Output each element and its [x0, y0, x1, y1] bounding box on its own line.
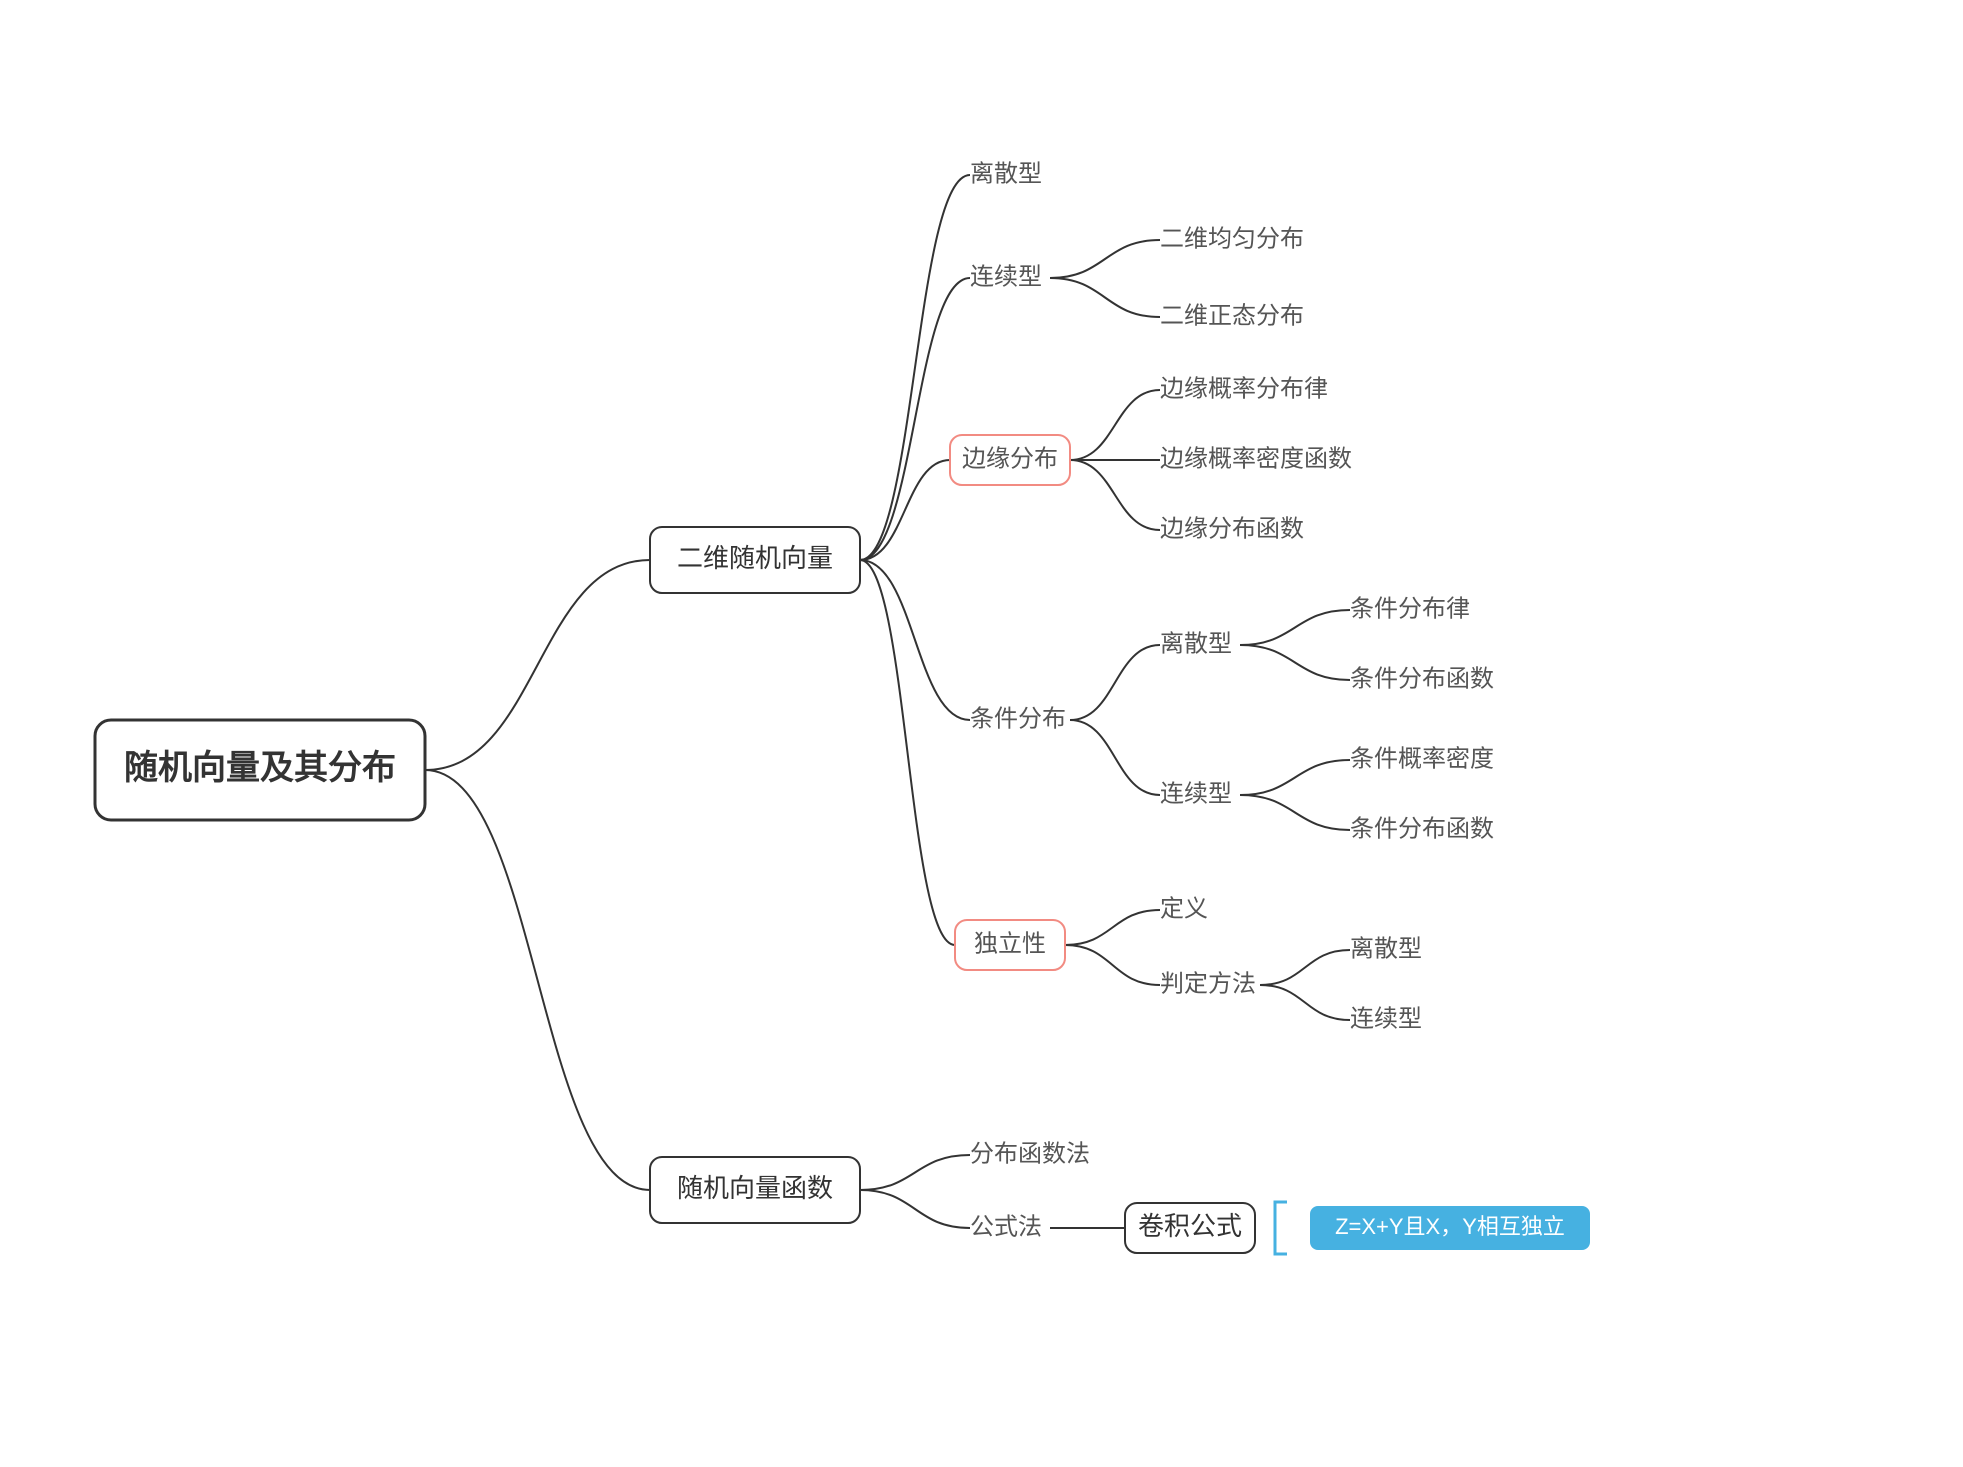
edge-n1e2-n1e2a [1260, 950, 1350, 985]
label-n1a[interactable]: 离散型 [970, 160, 1042, 187]
label-n2: 随机向量函数 [677, 1173, 833, 1203]
edge-n1e-n1e2 [1065, 945, 1160, 985]
edge-n1d2-n1d2a [1240, 760, 1350, 795]
label-n1d2[interactable]: 连续型 [1160, 780, 1232, 807]
edge-n1d1-n1d1b [1240, 645, 1350, 680]
label-n1d2b[interactable]: 条件分布函数 [1350, 815, 1494, 842]
edge-n1c-n1c3 [1070, 460, 1160, 530]
label-n1c1[interactable]: 边缘概率分布律 [1160, 375, 1328, 402]
label-n1d1a[interactable]: 条件分布律 [1350, 595, 1470, 622]
label-n1e2a[interactable]: 离散型 [1350, 935, 1422, 962]
label-n2b[interactable]: 公式法 [970, 1213, 1042, 1240]
nodes-layer: 随机向量及其分布二维随机向量随机向量函数离散型连续型二维均匀分布二维正态分布边缘… [95, 160, 1590, 1253]
bracket-convolution [1275, 1202, 1287, 1254]
label-n1: 二维随机向量 [677, 543, 833, 573]
label-n1e2b[interactable]: 连续型 [1350, 1005, 1422, 1032]
label-n1b1[interactable]: 二维均匀分布 [1160, 225, 1304, 252]
edge-root-n1 [425, 560, 650, 770]
label-n1e1[interactable]: 定义 [1160, 895, 1208, 922]
edge-n2-n2a [860, 1155, 970, 1190]
edge-n1-n1a [860, 175, 970, 560]
edge-n1e-n1e1 [1065, 910, 1160, 945]
edge-n1-n1d [860, 560, 970, 720]
edge-n1-n1c [860, 460, 950, 560]
label-n1c3[interactable]: 边缘分布函数 [1160, 515, 1304, 542]
mindmap-svg: 随机向量及其分布二维随机向量随机向量函数离散型连续型二维均匀分布二维正态分布边缘… [0, 0, 1963, 1467]
label-n1d1b[interactable]: 条件分布函数 [1350, 665, 1494, 692]
label-n1e: 独立性 [974, 930, 1046, 957]
label-n2a[interactable]: 分布函数法 [970, 1140, 1090, 1167]
edges-layer [425, 175, 1350, 1254]
label-tag: Z=X+Y且X，Y相互独立 [1335, 1214, 1565, 1239]
label-n1c2[interactable]: 边缘概率密度函数 [1160, 445, 1352, 472]
edge-n2-n2b [860, 1190, 970, 1228]
edge-n1d-n1d1 [1070, 645, 1160, 720]
edge-n1b-n1b2 [1050, 278, 1160, 317]
label-n1d2a[interactable]: 条件概率密度 [1350, 745, 1494, 772]
label-n1d[interactable]: 条件分布 [970, 705, 1066, 732]
label-n1d1[interactable]: 离散型 [1160, 630, 1232, 657]
edge-n1d-n1d2 [1070, 720, 1160, 795]
edge-root-n2 [425, 770, 650, 1190]
label-n1c: 边缘分布 [962, 445, 1058, 472]
label-n1e2[interactable]: 判定方法 [1160, 970, 1256, 997]
label-root: 随机向量及其分布 [124, 749, 396, 787]
edge-n1c-n1c1 [1070, 390, 1160, 460]
label-n1b[interactable]: 连续型 [970, 263, 1042, 290]
edge-n1d1-n1d1a [1240, 610, 1350, 645]
edge-n1d2-n1d2b [1240, 795, 1350, 830]
edge-n1e2-n1e2b [1260, 985, 1350, 1020]
edge-n1b-n1b1 [1050, 240, 1160, 278]
edge-n1-n1b [860, 278, 970, 560]
label-n1b2[interactable]: 二维正态分布 [1160, 302, 1304, 329]
label-n2b1: 卷积公式 [1138, 1211, 1242, 1241]
